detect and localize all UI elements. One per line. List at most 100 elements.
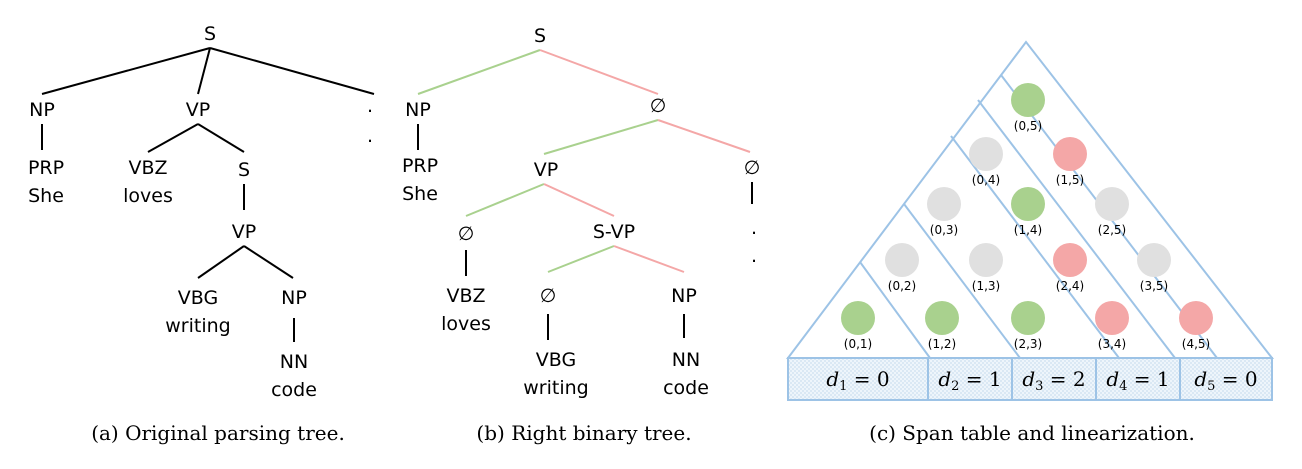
word-loves: loves xyxy=(123,185,173,207)
span-label: (3,5) xyxy=(1140,279,1168,293)
edge-s-np xyxy=(41,47,211,95)
edge-empty-vp xyxy=(543,119,659,155)
span-label: (0,5) xyxy=(1014,119,1042,133)
span-label: (1,2) xyxy=(928,337,956,351)
band-line xyxy=(950,135,1120,359)
panel-c-span-table: (0,1) (1,2) (2,3) (3,4) (4,5) (0,2) (1,3) (2,4)… xyxy=(785,40,1275,445)
edge-vp-np xyxy=(243,245,294,279)
node-dot-tag: . xyxy=(751,217,757,239)
word-loves: loves xyxy=(441,313,491,335)
band-line xyxy=(903,203,1021,359)
node-s-inner: S xyxy=(238,159,250,181)
span-label: (2,4) xyxy=(1056,279,1084,293)
span-label: (0,3) xyxy=(930,223,958,237)
node-dot-word: . xyxy=(367,125,373,147)
node-dot-word: . xyxy=(751,245,757,267)
span-label: (2,5) xyxy=(1098,223,1126,237)
node-vbz: VBZ xyxy=(446,285,485,307)
band-line xyxy=(977,99,1176,359)
span-triangle xyxy=(785,40,1275,359)
linearization-value: d5 = 0 xyxy=(1194,367,1257,394)
edge-vp-s xyxy=(197,123,245,153)
linearization-value: d2 = 1 xyxy=(938,367,1001,394)
linearization-value: d3 = 2 xyxy=(1022,367,1085,394)
node-nn: NN xyxy=(672,349,700,371)
linearization-value: d4 = 1 xyxy=(1106,367,1169,394)
span-label: (1,4) xyxy=(1014,223,1042,237)
span-dot-gray xyxy=(969,137,1003,171)
edge-s-vp xyxy=(197,47,211,95)
span-dot-red xyxy=(1179,301,1213,335)
node-np: NP xyxy=(29,99,55,121)
span-label: (2,3) xyxy=(1014,337,1042,351)
caption-b: (b) Right binary tree. xyxy=(476,421,691,445)
node-s-root: S xyxy=(534,25,546,47)
word-code: code xyxy=(663,377,709,399)
node-nn: NN xyxy=(280,351,308,373)
span-dot-green xyxy=(1011,187,1045,221)
node-empty-2: ∅ xyxy=(744,157,761,179)
span-dot-gray xyxy=(1137,243,1171,277)
span-dot-red xyxy=(1095,301,1129,335)
span-dot-red xyxy=(1053,243,1087,277)
span-label: (0,4) xyxy=(972,173,1000,187)
span-label: (0,2) xyxy=(888,279,916,293)
word-writing: writing xyxy=(523,377,588,399)
span-dot-gray xyxy=(927,187,961,221)
panel-b-right-binary-tree: S NP ∅ PRP She VP ∅ . . ∅ S-VP VBZ loves… xyxy=(402,25,760,445)
span-dot-red xyxy=(1053,137,1087,171)
span-dot-gray xyxy=(969,243,1003,277)
edge-vp-svp xyxy=(543,183,615,217)
word-code: code xyxy=(271,379,317,401)
node-np-inner: NP xyxy=(671,285,697,307)
node-empty-1: ∅ xyxy=(650,95,667,117)
linearization-cells: d1 = 0 d2 = 1 d3 = 2 d4 = 1 d5 = 0 xyxy=(826,367,1257,394)
span-dots: (0,1) (1,2) (2,3) (3,4) (4,5) (0,2) (1,3) (2,4)… xyxy=(841,83,1213,351)
edge-vp-empty xyxy=(465,183,545,217)
linearization-row xyxy=(787,357,1273,401)
span-dot-green xyxy=(1011,301,1045,335)
edge-svp-empty xyxy=(547,245,615,273)
edge-svp-np xyxy=(613,245,685,273)
span-label: (3,4) xyxy=(1098,337,1126,351)
span-dot-green xyxy=(1011,83,1045,117)
node-vbg: VBG xyxy=(536,349,576,371)
word-writing: writing xyxy=(165,315,230,337)
span-label: (1,5) xyxy=(1056,173,1084,187)
edge-s-np xyxy=(417,49,541,95)
span-dot-green xyxy=(841,301,875,335)
edge-vp-vbz xyxy=(147,123,199,153)
node-vp-inner: VP xyxy=(232,221,256,243)
node-vbz: VBZ xyxy=(128,157,167,179)
edge-empty-empty xyxy=(657,119,751,153)
edge-s-dot xyxy=(209,47,375,95)
caption-c: (c) Span table and linearization. xyxy=(869,421,1195,445)
node-np-inner: NP xyxy=(281,287,307,309)
band-line xyxy=(859,261,931,359)
edge-vp-vbg xyxy=(197,245,245,279)
edge-s-empty xyxy=(539,49,659,95)
word-she: She xyxy=(28,185,64,207)
span-dot-gray xyxy=(885,243,919,277)
node-svp: S-VP xyxy=(593,221,635,243)
node-empty-3: ∅ xyxy=(458,223,475,245)
node-empty-4: ∅ xyxy=(540,285,557,307)
node-s-root: S xyxy=(204,23,216,45)
word-she: She xyxy=(402,183,438,205)
node-np: NP xyxy=(405,99,431,121)
caption-a: (a) Original parsing tree. xyxy=(91,421,345,445)
span-label: (0,1) xyxy=(844,337,872,351)
linearization-value: d1 = 0 xyxy=(826,367,889,394)
span-label: (4,5) xyxy=(1182,337,1210,351)
node-vp: VP xyxy=(534,159,558,181)
node-vp: VP xyxy=(186,99,210,121)
node-prp: PRP xyxy=(28,157,64,179)
node-dot-tag: . xyxy=(367,95,373,117)
node-vbg: VBG xyxy=(178,287,218,309)
node-prp: PRP xyxy=(402,155,438,177)
span-label: (1,3) xyxy=(972,279,1000,293)
span-dot-green xyxy=(925,301,959,335)
panel-a-original-tree: S NP VP . . PRP She VBZ loves S VP VBG w… xyxy=(28,23,375,445)
span-dot-gray xyxy=(1095,187,1129,221)
